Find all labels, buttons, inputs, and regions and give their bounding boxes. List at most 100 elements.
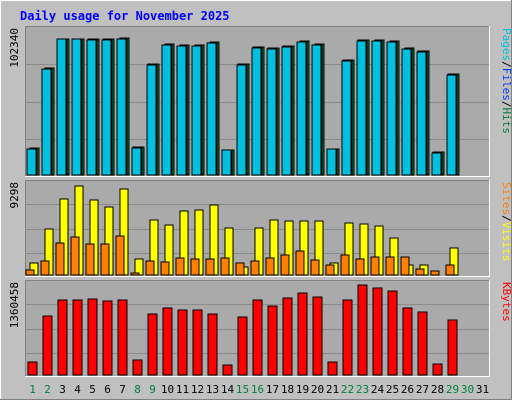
bar-kbytes-day-17: [267, 305, 278, 376]
bar-sites-day-14: [220, 257, 230, 276]
bar-pages-day-23: [356, 40, 367, 176]
bar-pages-day-18: [281, 46, 292, 176]
bar-sites-day-6: [100, 243, 110, 276]
panel-hits: 102340 Pages/Files/Hits: [8, 26, 512, 177]
x-tick-label-day-26: 26: [401, 383, 414, 396]
bar-sites-day-8: [130, 272, 140, 276]
bar-pages-day-26: [401, 48, 412, 176]
bar-kbytes-day-27: [417, 311, 428, 376]
legend-entry: KBytes: [500, 282, 512, 322]
bar-sites-day-9: [145, 260, 155, 276]
bar-sites-day-1: [25, 269, 35, 276]
x-axis-labels: 1 2 3 4 5 6 7 8 9 10 11 12 13 14 15 16 17 18 19 20 21 22 23 24 2…: [29, 383, 489, 396]
panel-visits: 9298 Sites/Visits: [8, 180, 512, 277]
x-tick-label-day-6: 6: [104, 383, 111, 396]
legend-kbytes: KBytes: [500, 282, 512, 322]
bar-kbytes-day-26: [402, 307, 413, 376]
bar-kbytes-day-8: [132, 359, 143, 376]
bar-sites-day-2: [40, 260, 50, 276]
bar-kbytes-day-3: [57, 299, 68, 376]
x-tick-label-day-15: 15: [236, 383, 249, 396]
panel-kbytes: 1360458 KBytes: [8, 280, 512, 377]
bar-kbytes-day-2: [42, 315, 53, 376]
bar-sites-day-16: [250, 260, 260, 276]
bar-sites-day-21: [325, 264, 335, 276]
bar-pages-day-1: [26, 148, 37, 176]
bar-pages-day-6: [101, 39, 112, 176]
x-tick-label-day-9: 9: [149, 383, 156, 396]
x-tick-label-day-12: 12: [191, 383, 204, 396]
bar-pages-day-14: [221, 149, 232, 176]
legend-entry: Visits: [500, 222, 512, 262]
x-tick-label-day-22: 22: [341, 383, 354, 396]
bar-kbytes-day-1: [27, 361, 38, 376]
x-tick-label-day-31: 31: [476, 383, 489, 396]
x-tick-label-day-16: 16: [251, 383, 264, 396]
x-tick-label-day-30: 30: [461, 383, 474, 396]
legend-visits: Sites/Visits: [500, 182, 512, 262]
bar-pages-day-11: [176, 45, 187, 176]
bar-pages-day-7: [116, 38, 127, 176]
legend-entry: Sites: [500, 182, 512, 215]
bar-sites-day-20: [310, 259, 320, 276]
bar-kbytes-day-28: [432, 363, 443, 376]
legend-entry: /: [500, 215, 512, 222]
bar-sites-day-23: [355, 258, 365, 276]
bar-pages-day-29: [446, 74, 457, 176]
bar-sites-day-5: [85, 243, 95, 276]
bar-kbytes-day-23: [357, 284, 368, 376]
bar-kbytes-day-20: [312, 296, 323, 376]
bar-sites-day-15: [235, 262, 245, 276]
bar-pages-day-13: [206, 42, 217, 176]
bar-kbytes-day-18: [282, 297, 293, 376]
x-tick-label-day-4: 4: [74, 383, 81, 396]
bar-sites-day-19: [295, 250, 305, 276]
bar-pages-day-4: [71, 38, 82, 176]
bar-pages-day-25: [386, 41, 397, 176]
bar-kbytes-day-7: [117, 299, 128, 376]
bar-sites-day-29: [445, 264, 455, 276]
bar-pages-day-24: [371, 40, 382, 176]
bar-sites-day-13: [205, 258, 215, 276]
bar-sites-day-18: [280, 254, 290, 276]
bar-kbytes-day-14: [222, 364, 233, 376]
x-tick-label-day-21: 21: [326, 383, 339, 396]
x-tick-label-day-28: 28: [431, 383, 444, 396]
x-tick-label-day-24: 24: [371, 383, 385, 396]
x-tick-label-day-14: 14: [221, 383, 235, 396]
bar-sites-day-25: [385, 256, 395, 276]
legend-entry: Hits: [500, 108, 512, 135]
bar-pages-day-3: [56, 38, 67, 176]
bar-pages-day-28: [431, 152, 442, 176]
x-tick-label-day-17: 17: [266, 383, 279, 396]
bar-kbytes-day-29: [447, 319, 458, 376]
x-tick-label-day-19: 19: [296, 383, 309, 396]
legend-hits: Pages/Files/Hits: [500, 28, 512, 134]
x-tick-label-day-27: 27: [416, 383, 429, 396]
bar-pages-day-20: [311, 44, 322, 176]
x-tick-label-day-25: 25: [386, 383, 399, 396]
x-tick-label-day-18: 18: [281, 383, 294, 396]
bar-kbytes-day-5: [87, 298, 98, 376]
x-tick-label-day-8: 8: [134, 383, 141, 396]
x-tick-label-day-2: 2: [44, 383, 51, 396]
x-tick-label-day-10: 10: [161, 383, 174, 396]
x-tick-label-day-11: 11: [176, 383, 189, 396]
legend-entry: Pages: [500, 28, 512, 61]
bar-kbytes-day-15: [237, 316, 248, 376]
bar-kbytes-day-24: [372, 287, 383, 376]
bar-sites-day-27: [415, 268, 425, 276]
y-max-label-visits: 9298: [8, 182, 21, 209]
bar-kbytes-day-10: [162, 307, 173, 376]
bar-sites-day-17: [265, 257, 275, 276]
bar-pages-day-19: [296, 41, 307, 176]
bar-sites-day-12: [190, 258, 200, 276]
bar-sites-day-22: [340, 254, 350, 276]
x-tick-label-day-20: 20: [311, 383, 324, 396]
bar-pages-day-21: [326, 148, 337, 176]
bar-pages-day-16: [251, 47, 262, 176]
chart-panels: 102340 Pages/Files/Hits 9298 Sites/Visits 13…: [8, 26, 512, 377]
chart-title: Daily usage for November 2025: [20, 9, 230, 23]
bar-kbytes-day-21: [327, 361, 338, 376]
